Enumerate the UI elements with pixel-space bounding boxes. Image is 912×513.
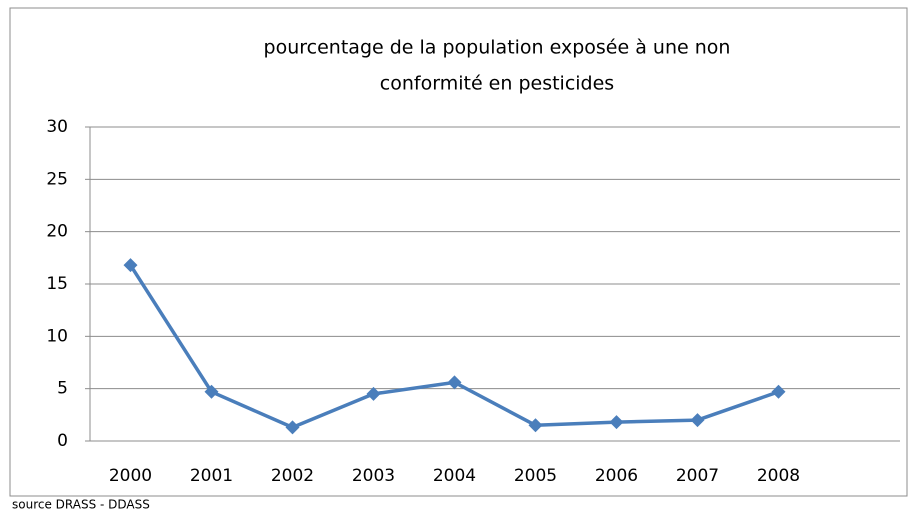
marker [285,420,300,435]
y-tick-label: 10 [46,326,68,346]
marker [528,418,543,433]
x-tick-label: 2002 [271,466,314,486]
y-tick-label: 20 [46,222,68,242]
x-tick-label: 2003 [352,466,395,486]
y-tick-label: 15 [46,274,68,294]
marker [609,415,624,430]
source-note: source DRASS - DDASS [12,498,150,512]
y-tick-label: 30 [46,117,68,137]
marker [366,386,381,401]
chart-title: conformité en pesticides [380,73,614,95]
marker [447,375,462,390]
x-tick-label: 2004 [433,466,476,486]
x-tick-label: 2000 [109,466,152,486]
x-tick-label: 2008 [757,466,800,486]
marker [690,413,705,428]
marker [123,258,138,273]
y-tick-label: 0 [57,431,68,451]
marker [771,384,786,399]
y-tick-label: 5 [57,379,68,399]
y-tick-label: 25 [46,169,68,189]
marker [204,384,219,399]
x-tick-label: 2005 [514,466,557,486]
chart-frame [9,7,908,497]
x-tick-label: 2006 [595,466,638,486]
x-tick-label: 2007 [676,466,719,486]
chart-title: pourcentage de la population exposée à u… [264,37,731,59]
x-tick-label: 2001 [190,466,233,486]
